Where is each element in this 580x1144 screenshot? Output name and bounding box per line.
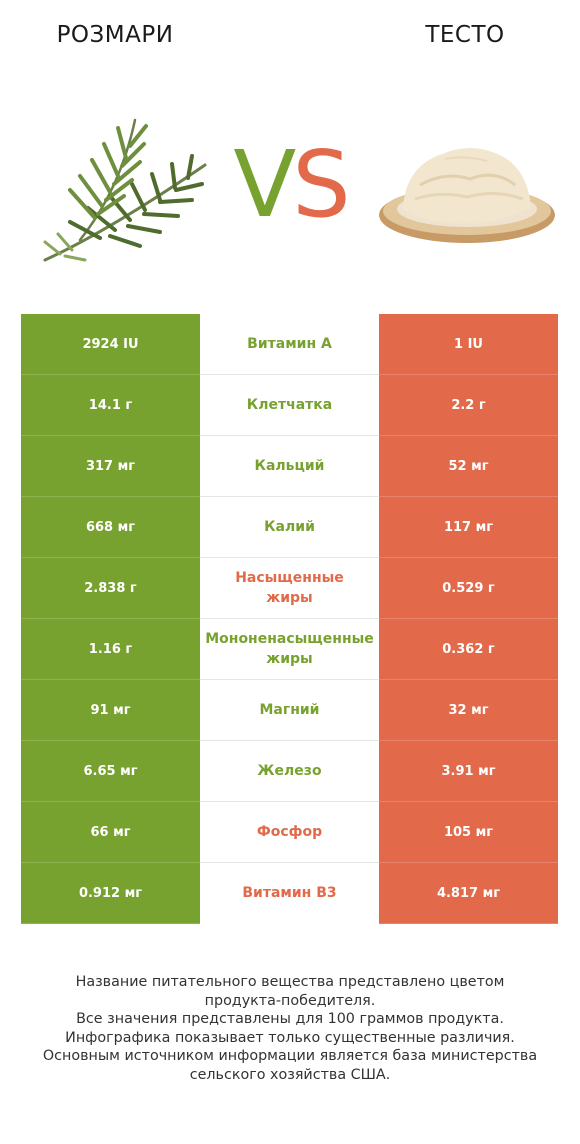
nutrient-name-line: Фосфор — [256, 824, 323, 840]
nutrient-name-line: Магний — [259, 702, 320, 718]
left-value: 2924 IU — [21, 314, 200, 375]
right-value: 2.2 г — [379, 375, 558, 436]
comparison-table: 2924 IU Витамин A 1 IU 14.1 г Клетчатка 2.2 г… — [21, 314, 558, 924]
footer-notes: Название питательного вещества представл… — [20, 973, 560, 1084]
vs-label: VS — [220, 130, 360, 240]
nutrient-name: Витамин B3 — [200, 863, 379, 923]
left-value: 317 мг — [21, 436, 200, 497]
nutrient-name: Калий — [200, 497, 379, 557]
footer-line: Название питательного вещества представл… — [75, 974, 505, 990]
nutrient-name-line: Мононенасыщенные — [205, 631, 374, 647]
vs-v-letter: V — [233, 131, 296, 238]
nutrient-name: Мононенасыщенные жиры — [200, 619, 379, 679]
table-row: 1.16 г Мононенасыщенные жиры 0.362 г — [21, 619, 558, 680]
right-value: 117 мг — [379, 497, 558, 558]
footer-line: Инфографика показывает только существенн… — [65, 1029, 515, 1046]
right-value: 3.91 мг — [379, 741, 558, 802]
left-value: 66 мг — [21, 802, 200, 863]
right-value: 0.529 г — [379, 558, 558, 619]
table-row: 2924 IU Витамин A 1 IU — [21, 314, 558, 375]
nutrient-name-line: Кальций — [254, 458, 325, 474]
right-value: 0.362 г — [379, 619, 558, 680]
nutrient-name: Кальций — [200, 436, 379, 496]
vs-s-letter: S — [292, 131, 350, 238]
nutrient-name-line: Калий — [264, 519, 315, 535]
nutrient-name-line: Насыщенные — [235, 570, 344, 586]
footer-line: Все значения представлены для 100 граммо… — [76, 1011, 504, 1027]
nutrient-name-line: Витамин A — [247, 336, 332, 352]
footer-line: продукта-победителя. — [204, 992, 376, 1009]
table-row: 668 мг Калий 117 мг — [21, 497, 558, 558]
left-value: 668 мг — [21, 497, 200, 558]
right-value: 52 мг — [379, 436, 558, 497]
right-food-title: ТЕСТО — [425, 22, 505, 48]
table-row: 317 мг Кальций 52 мг — [21, 436, 558, 497]
nutrient-name-line: Витамин B3 — [242, 885, 337, 901]
right-value: 1 IU — [379, 314, 558, 375]
left-value: 2.838 г — [21, 558, 200, 619]
nutrient-name-line: Клетчатка — [246, 397, 333, 413]
right-value: 4.817 мг — [379, 863, 558, 924]
right-value: 105 мг — [379, 802, 558, 863]
footer-line: Основным источником информации является … — [42, 1048, 538, 1064]
table-row: 14.1 г Клетчатка 2.2 г — [21, 375, 558, 436]
left-value: 6.65 мг — [21, 741, 200, 802]
left-food-title: РОЗМАРИ — [56, 22, 174, 48]
table-row: 0.912 мг Витамин B3 4.817 мг — [21, 863, 558, 924]
nutrient-name: Витамин A — [200, 314, 379, 374]
table-row: 91 мг Магний 32 мг — [21, 680, 558, 741]
nutrient-name-line: Железо — [257, 763, 322, 779]
footer-line: сельского хозяйства США. — [189, 1066, 391, 1083]
rosemary-image — [43, 118, 207, 262]
nutrient-name-line: жиры — [266, 651, 313, 667]
left-value: 14.1 г — [21, 375, 200, 436]
left-value: 91 мг — [21, 680, 200, 741]
nutrient-name: Фосфор — [200, 802, 379, 862]
nutrient-name: Насыщенные жиры — [200, 558, 379, 618]
dough-image — [379, 148, 555, 243]
table-row: 2.838 г Насыщенные жиры 0.529 г — [21, 558, 558, 619]
nutrient-name: Клетчатка — [200, 375, 379, 435]
nutrient-name-line: жиры — [266, 590, 313, 606]
table-row: 66 мг Фосфор 105 мг — [21, 802, 558, 863]
left-value: 0.912 мг — [21, 863, 200, 924]
right-value: 32 мг — [379, 680, 558, 741]
nutrient-name: Магний — [200, 680, 379, 740]
nutrient-name: Железо — [200, 741, 379, 801]
left-value: 1.16 г — [21, 619, 200, 680]
table-row: 6.65 мг Железо 3.91 мг — [21, 741, 558, 802]
